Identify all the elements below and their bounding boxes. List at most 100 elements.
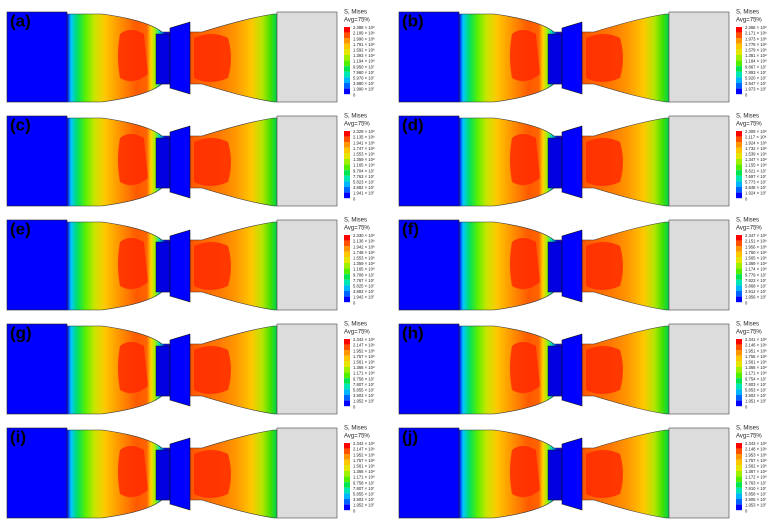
legend-value: 7.767 × 10⁷ [353, 278, 375, 283]
legend-swatch [736, 355, 742, 362]
legend-value: 9.708 × 10⁷ [353, 272, 375, 277]
clamp [169, 229, 191, 303]
legend-swatch [736, 159, 742, 165]
legend-swatch [736, 285, 742, 291]
legend-swatch [736, 350, 742, 356]
legend-value: 0 [353, 508, 356, 513]
legend-swatch [736, 279, 742, 286]
clamp [561, 21, 583, 95]
legend-value: 9.758 × 10⁷ [353, 480, 375, 485]
legend-swatch [736, 66, 742, 72]
legend-swatch [736, 131, 742, 137]
legend-subtitle: Avg=75% [736, 330, 762, 336]
legend-swatch [344, 27, 350, 33]
hot-zone [194, 138, 231, 186]
legend-value: 3.882 × 10⁷ [353, 185, 375, 190]
fixture [668, 219, 730, 311]
legend-swatch [344, 400, 350, 407]
legend-swatch [344, 476, 350, 483]
legend-swatch [736, 142, 742, 148]
legend-value: 1.924 × 10⁸ [745, 140, 767, 145]
legend-swatch [344, 285, 350, 291]
legend-swatch [736, 389, 742, 395]
legend-value: 1.952 × 10⁷ [353, 503, 375, 508]
legend-swatch [736, 296, 742, 303]
legend-swatch [344, 459, 350, 466]
legend-subtitle: Avg=75% [736, 226, 762, 232]
legend-value: 2.171 × 10⁸ [745, 31, 767, 36]
legend-value: 1.359 × 10⁸ [353, 261, 375, 266]
legend-value: 1.990 × 10⁸ [353, 36, 375, 41]
legend-swatch [344, 77, 350, 83]
clamp-tab [547, 449, 563, 501]
legend-value: 1.539 × 10⁸ [745, 152, 767, 157]
legend-subtitle: Avg=75% [344, 330, 370, 336]
legend-value: 0 [745, 508, 748, 513]
legend-value: 1.756 × 10⁸ [745, 354, 767, 359]
legend-swatch [344, 235, 350, 241]
fixture [276, 11, 338, 103]
legend-value: 7.803 × 10⁷ [745, 382, 767, 387]
panel-label: (i) [10, 427, 26, 446]
legend-swatch [736, 49, 742, 55]
legend-value: 2.136 × 10⁸ [353, 239, 375, 244]
legend-swatch [344, 71, 350, 78]
legend-value: 2.330 × 10⁸ [353, 233, 375, 238]
hot-zone [194, 34, 231, 82]
legend-value: 5.773 × 10⁷ [745, 180, 767, 185]
clamp-tab [547, 345, 563, 397]
legend-value: 1.553 × 10⁸ [353, 256, 375, 261]
legend-swatch [344, 339, 350, 345]
legend-title: S, Mises [344, 10, 367, 16]
panel-label: (b) [402, 11, 424, 30]
clamp-tab [155, 33, 171, 85]
panel-label: (a) [10, 11, 31, 30]
legend-swatch [736, 344, 742, 351]
legend-value: 9.758 × 10⁷ [353, 376, 375, 381]
panel-label: (h) [402, 323, 424, 342]
hot-zone [510, 238, 540, 290]
legend-swatch [344, 49, 350, 55]
legend-swatch [344, 448, 350, 455]
legend-value: 0 [353, 300, 356, 305]
legend-value: 1.165 × 10⁸ [353, 267, 375, 272]
legend-swatch [344, 367, 350, 373]
legend-value: 5.920 × 10⁷ [745, 76, 767, 81]
legend-value: 1.757 × 10⁸ [353, 458, 375, 463]
legend-value: 2.147 × 10⁸ [353, 343, 375, 348]
grip [398, 323, 460, 415]
clamp-tab [155, 449, 171, 501]
legend-value: 9.704 × 10⁷ [353, 168, 375, 173]
legend-value: 1.369 × 10⁸ [745, 261, 767, 266]
legend-swatch [344, 355, 350, 362]
legend-title: S, Mises [344, 426, 367, 432]
legend-swatch [344, 499, 350, 505]
legend-value: 2.135 × 10⁸ [353, 135, 375, 140]
legend-swatch [344, 274, 350, 280]
legend-swatch [736, 268, 742, 275]
legend-value: 0 [353, 196, 356, 201]
clamp [561, 333, 583, 407]
legend-value: 2.343 × 10⁸ [745, 441, 767, 446]
legend-value: 1.359 × 10⁸ [353, 157, 375, 162]
legend-value: 7.807 × 10⁷ [353, 486, 375, 491]
legend-swatch [344, 291, 350, 297]
legend-swatch [736, 504, 742, 511]
legend-swatch [344, 147, 350, 154]
hot-zone [118, 446, 148, 498]
legend-subtitle: Avg=75% [736, 434, 762, 440]
legend-value: 3.903 × 10⁷ [353, 393, 375, 398]
legend-swatch [344, 279, 350, 286]
clamp-tab [547, 33, 563, 85]
legend-value: 1.942 × 10⁷ [353, 295, 375, 300]
legend-swatch [344, 181, 350, 187]
grip [398, 11, 460, 103]
hot-zone [118, 342, 148, 394]
legend-swatch [344, 251, 350, 258]
clamp [169, 333, 191, 407]
legend-value: 1.347 × 10⁸ [745, 157, 767, 162]
